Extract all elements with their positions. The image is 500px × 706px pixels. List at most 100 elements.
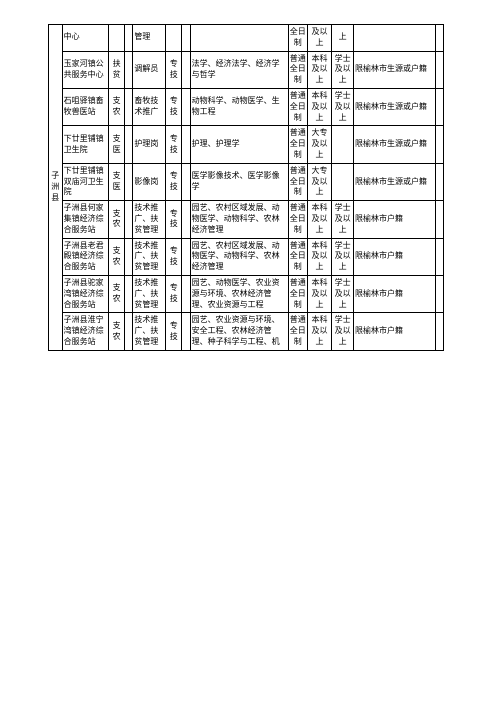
- note-cell: 限榆林市生源或户籍: [354, 126, 436, 163]
- major-cell: 园艺、动物医学、农业资源与环境、农林经济管理、农业资源与工程: [190, 275, 288, 312]
- unit-cell: 中心: [62, 25, 108, 52]
- unit-cell: 下廿里铺镇双庙河卫生院: [62, 163, 108, 200]
- narrow-cell: [435, 238, 443, 275]
- class-cell: 支农: [108, 313, 124, 350]
- job-cell: 护理岗: [133, 126, 166, 163]
- degree-cell: 本科及以上: [307, 201, 332, 238]
- class-cell: 支医: [108, 126, 124, 163]
- narrow-cell: [182, 51, 190, 88]
- major-cell: 园艺、农村区域发展、动物医学、动物科学、农林经济管理: [190, 238, 288, 275]
- narrow-cell: [182, 313, 190, 350]
- format-cell: 全日制: [288, 25, 307, 52]
- note-cell: 限榆林市户籍: [354, 238, 436, 275]
- unit-cell: 子洲县老君殿镇经济综合服务站: [62, 238, 108, 275]
- zk-cell: 专技: [166, 51, 182, 88]
- narrow-cell: [125, 238, 133, 275]
- table-row: 子洲县淮宁湾镇经济综合服务站支农技术推广、扶贫管理专技园艺、农业资源与环境、安全…: [49, 313, 444, 350]
- group-cell: 子洲县: [49, 25, 63, 351]
- zk-cell: 专技: [166, 238, 182, 275]
- job-cell: 技术推广、扶贫管理: [133, 275, 166, 312]
- narrow-cell: [435, 163, 443, 200]
- class-cell: 扶贫: [108, 51, 124, 88]
- narrow-cell: [182, 275, 190, 312]
- format-cell: 普通全日制: [288, 88, 307, 125]
- major-cell: 法学、经济法学、经济学与哲学: [190, 51, 288, 88]
- narrow-cell: [125, 126, 133, 163]
- zk-cell: [166, 25, 182, 52]
- degree-cell: 本科及以上: [307, 88, 332, 125]
- table-row: 子洲县何家集镇经济综合服务站支农技术推广、扶贫管理专技园艺、农村区域发展、动物医…: [49, 201, 444, 238]
- major-cell: 医学影像技术、医学影像学: [190, 163, 288, 200]
- unit-cell: 玉家河镇公共服务中心: [62, 51, 108, 88]
- narrow-cell: [435, 126, 443, 163]
- zk-cell: 专技: [166, 163, 182, 200]
- format-cell: 普通全日制: [288, 275, 307, 312]
- narrow-cell: [125, 163, 133, 200]
- unit-cell: 子洲县淮宁湾镇经济综合服务站: [62, 313, 108, 350]
- job-cell: 管理: [133, 25, 166, 52]
- major-cell: 园艺、农村区域发展、动物医学、动物科学、农林经济管理: [190, 201, 288, 238]
- job-cell: 畜牧技术推广: [133, 88, 166, 125]
- unit-cell: 石咀驿镇畜牧兽医站: [62, 88, 108, 125]
- format-cell: 普通全日制: [288, 163, 307, 200]
- xuewei-cell: [332, 163, 354, 200]
- xuewei-cell: 学士及以上: [332, 51, 354, 88]
- class-cell: 支农: [108, 238, 124, 275]
- note-cell: 限榆林市户籍: [354, 201, 436, 238]
- table-row: 下廿里铺镇双庙河卫生院支医影像岗专技医学影像技术、医学影像学普通全日制大专及以上…: [49, 163, 444, 200]
- format-cell: 普通全日制: [288, 313, 307, 350]
- narrow-cell: [435, 201, 443, 238]
- zk-cell: 专技: [166, 88, 182, 125]
- degree-cell: 本科及以上: [307, 238, 332, 275]
- narrow-cell: [435, 313, 443, 350]
- note-cell: 限榆林市户籍: [354, 313, 436, 350]
- narrow-cell: [435, 275, 443, 312]
- narrow-cell: [125, 275, 133, 312]
- job-cell: 调解员: [133, 51, 166, 88]
- format-cell: 普通全日制: [288, 201, 307, 238]
- format-cell: 普通全日制: [288, 51, 307, 88]
- narrow-cell: [182, 88, 190, 125]
- job-cell: 技术推广、扶贫管理: [133, 313, 166, 350]
- note-cell: 限榆林市生源或户籍: [354, 163, 436, 200]
- degree-cell: 本科及以上: [307, 313, 332, 350]
- major-cell: [190, 25, 288, 52]
- xuewei-cell: 学士及以上: [332, 275, 354, 312]
- zk-cell: 专技: [166, 275, 182, 312]
- xuewei-cell: 上: [332, 25, 354, 52]
- table-row: 子洲县老君殿镇经济综合服务站支农技术推广、扶贫管理专技园艺、农村区域发展、动物医…: [49, 238, 444, 275]
- degree-cell: 大专及以上: [307, 126, 332, 163]
- degree-cell: 大专及以上: [307, 163, 332, 200]
- table-row: 子洲县驼家湾镇经济综合服务站支农技术推广、扶贫管理专技园艺、动物医学、农业资源与…: [49, 275, 444, 312]
- narrow-cell: [182, 201, 190, 238]
- table-row: 玉家河镇公共服务中心扶贫调解员专技法学、经济法学、经济学与哲学普通全日制本科及以…: [49, 51, 444, 88]
- zk-cell: 专技: [166, 201, 182, 238]
- table-row: 石咀驿镇畜牧兽医站支农畜牧技术推广专技动物科学、动物医学、生物工程普通全日制本科…: [49, 88, 444, 125]
- job-cell: 影像岗: [133, 163, 166, 200]
- degree-cell: 本科及以上: [307, 275, 332, 312]
- narrow-cell: [182, 163, 190, 200]
- xuewei-cell: 学士及以上: [332, 201, 354, 238]
- table-row: 下廿里铺镇卫生院支医护理岗专技护理、护理学普通全日制大专及以上限榆林市生源或户籍: [49, 126, 444, 163]
- table-row: 子洲县中心管理全日制及以上上: [49, 25, 444, 52]
- major-cell: 园艺、农业资源与环境、安全工程、农林经济管理、种子科学与工程、机: [190, 313, 288, 350]
- narrow-cell: [435, 88, 443, 125]
- unit-cell: 下廿里铺镇卫生院: [62, 126, 108, 163]
- unit-cell: 子洲县驼家湾镇经济综合服务站: [62, 275, 108, 312]
- xuewei-cell: 学士及以上: [332, 88, 354, 125]
- xuewei-cell: 学士及以上: [332, 313, 354, 350]
- note-cell: 限榆林市生源或户籍: [354, 51, 436, 88]
- narrow-cell: [125, 88, 133, 125]
- narrow-cell: [182, 25, 190, 52]
- note-cell: 限榆林市户籍: [354, 275, 436, 312]
- narrow-cell: [435, 25, 443, 52]
- recruitment-table: 子洲县中心管理全日制及以上上玉家河镇公共服务中心扶贫调解员专技法学、经济法学、经…: [48, 24, 444, 351]
- note-cell: 限榆林市生源或户籍: [354, 88, 436, 125]
- job-cell: 技术推广、扶贫管理: [133, 238, 166, 275]
- zk-cell: 专技: [166, 126, 182, 163]
- class-cell: 支农: [108, 275, 124, 312]
- major-cell: 护理、护理学: [190, 126, 288, 163]
- xuewei-cell: [332, 126, 354, 163]
- format-cell: 普通全日制: [288, 238, 307, 275]
- narrow-cell: [182, 126, 190, 163]
